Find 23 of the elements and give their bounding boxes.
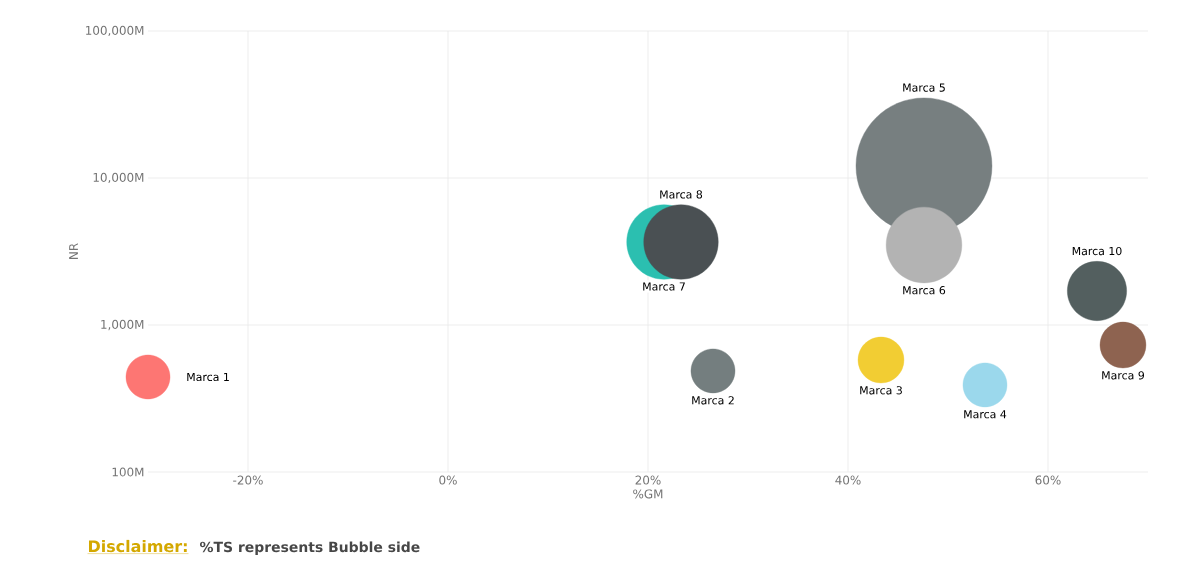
x-axis-title: %GM: [633, 489, 663, 499]
y-axis-title: NR: [69, 243, 78, 259]
series-label: Marca 10: [1072, 246, 1122, 256]
x-tick-label: 40%: [835, 475, 861, 485]
x-tick-label: 20%: [635, 475, 661, 485]
series-label: Marca 3: [860, 386, 902, 395]
x-tick-label: 60%: [1035, 475, 1061, 485]
legend-label: Marca 1: [187, 372, 229, 382]
y-tick-label: 100,000M: [86, 25, 144, 37]
text: Disclaimer:: [88, 539, 187, 553]
y-tick-label: 1,000M: [101, 319, 144, 331]
series-label: Marca 6: [903, 286, 946, 295]
text: %TS represents Bubble side: [199, 541, 420, 555]
y-tick-label: 10,000M: [93, 172, 144, 184]
x-tick-label: 0%: [439, 475, 457, 485]
x-tick-label: -20%: [233, 475, 263, 485]
series-label: Marca 7: [643, 282, 685, 291]
y-tick-label: 100M: [112, 467, 144, 477]
series-label: Marca 8: [660, 190, 703, 199]
series-label: Marca 5: [903, 83, 945, 92]
series-label: Marca 4: [964, 410, 1007, 419]
series-label: Marca 9: [1102, 371, 1145, 380]
series-label: Marca 2: [692, 396, 734, 405]
